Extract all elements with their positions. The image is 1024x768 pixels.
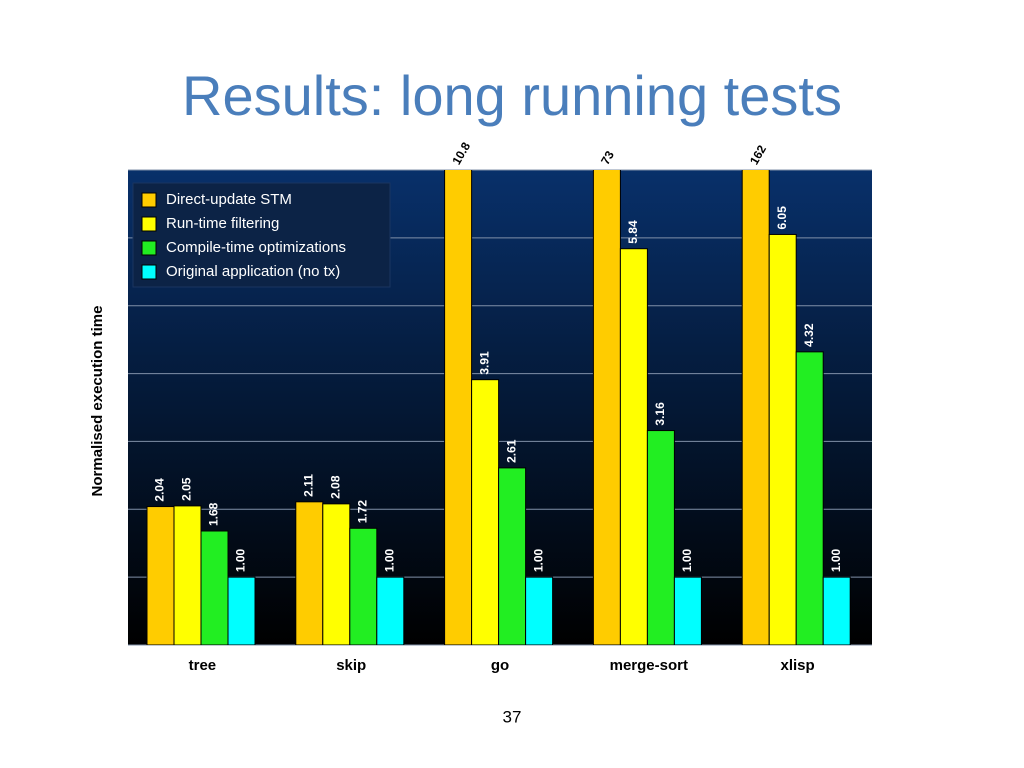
bar — [795, 351, 824, 645]
bar — [227, 576, 256, 645]
page-number: 37 — [503, 707, 522, 726]
bar — [673, 576, 702, 645]
legend-box — [132, 182, 391, 288]
value-label: 1.00 — [382, 548, 396, 572]
x-tick-label: go — [491, 657, 509, 674]
legend-label: Compile-time optimizations — [166, 239, 346, 256]
legend-label: Original application (no tx) — [166, 263, 340, 280]
value-label: 2.08 — [328, 475, 342, 499]
value-label: 2.05 — [180, 477, 194, 501]
x-tick-label: merge-sort — [610, 657, 688, 674]
bar — [349, 527, 378, 645]
value-label: 1.00 — [234, 548, 248, 572]
value-label: 1.72 — [355, 500, 369, 524]
value-label: 2.04 — [153, 478, 167, 502]
value-label: 1.00 — [680, 548, 694, 572]
value-label: 1.00 — [531, 548, 545, 572]
legend-swatch — [141, 216, 157, 232]
legend-label: Direct-update STM — [166, 191, 292, 208]
bar — [471, 379, 500, 645]
value-label: 3.16 — [653, 402, 667, 426]
y-axis-label: Normalised execution time — [89, 306, 106, 497]
slide-title: Results: long running tests — [182, 64, 842, 127]
bar — [173, 505, 202, 645]
bar — [498, 467, 527, 645]
value-label: 2.11 — [301, 474, 315, 497]
value-label: 6.05 — [775, 206, 789, 230]
x-tick-label: skip — [336, 657, 366, 674]
value-label: 10.8 — [449, 140, 473, 168]
legend-swatch — [141, 192, 157, 208]
bar — [146, 506, 175, 645]
bar — [295, 501, 324, 645]
bars — [146, 170, 851, 645]
value-label: 5.84 — [626, 220, 640, 244]
bar — [592, 170, 621, 645]
value-label: 73 — [598, 148, 617, 167]
value-label: 1.00 — [829, 548, 843, 572]
value-label: 162 — [747, 142, 769, 167]
value-label: 3.91 — [477, 351, 491, 375]
x-tick-label: xlisp — [781, 657, 815, 674]
legend-swatch — [141, 240, 157, 256]
bar — [646, 430, 675, 645]
legend-swatch — [141, 264, 157, 280]
bar — [741, 170, 770, 645]
value-label: 2.61 — [504, 439, 518, 463]
bar — [200, 530, 229, 645]
x-tick-label: tree — [189, 657, 217, 674]
bar — [822, 576, 851, 645]
bar — [768, 233, 797, 645]
legend-label: Run-time filtering — [166, 215, 279, 232]
bar — [444, 170, 473, 645]
bar — [322, 503, 351, 645]
value-label: 4.32 — [802, 323, 816, 347]
bar — [525, 576, 554, 645]
bar — [619, 248, 648, 645]
value-label: 1.68 — [207, 502, 221, 526]
bar — [376, 576, 405, 645]
